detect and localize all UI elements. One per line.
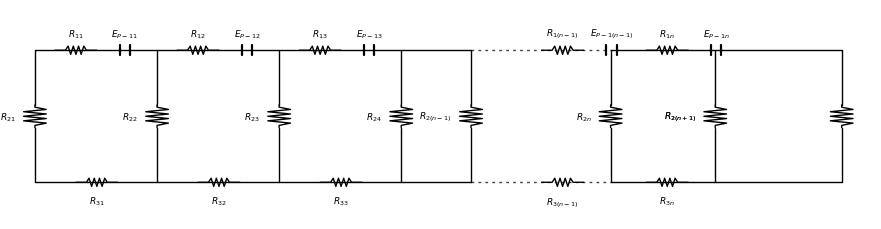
Text: $R_{3(n-1)}$: $R_{3(n-1)}$ <box>546 195 579 209</box>
Text: $R_{3n}$: $R_{3n}$ <box>659 195 675 207</box>
Text: $R_{1n}$: $R_{1n}$ <box>659 28 675 41</box>
Text: $R_{33}$: $R_{33}$ <box>333 195 349 207</box>
Text: $R_{24}$: $R_{24}$ <box>366 111 382 123</box>
Text: $R_{2(n-1)}$: $R_{2(n-1)}$ <box>419 110 452 124</box>
Text: $R_{23}$: $R_{23}$ <box>244 111 260 123</box>
Text: $E_{P-12}$: $E_{P-12}$ <box>233 28 260 41</box>
Text: $R_{31}$: $R_{31}$ <box>89 195 105 207</box>
Text: $R_{22}$: $R_{22}$ <box>122 111 137 123</box>
Text: $R_{11}$: $R_{11}$ <box>68 28 84 41</box>
Text: $R_{21}$: $R_{21}$ <box>0 111 16 123</box>
Text: $R_{12}$: $R_{12}$ <box>190 28 206 41</box>
Text: $R_{32}$: $R_{32}$ <box>211 195 226 207</box>
Text: $R_{1(n-1)}$: $R_{1(n-1)}$ <box>546 27 579 41</box>
Text: $R_{13}$: $R_{13}$ <box>312 28 328 41</box>
Text: $E_{P-13}$: $E_{P-13}$ <box>356 28 382 41</box>
Text: $E_{P-1(n-1)}$: $E_{P-1(n-1)}$ <box>589 27 633 41</box>
Text: $E_{P-1n}$: $E_{P-1n}$ <box>703 28 729 41</box>
Text: $E_{P-11}$: $E_{P-11}$ <box>111 28 138 41</box>
Text: $R_{2(n+1)}$: $R_{2(n+1)}$ <box>663 110 696 124</box>
Text: $R_{2(n+1)}$: $R_{2(n+1)}$ <box>663 110 696 124</box>
Text: $R_{2n}$: $R_{2n}$ <box>575 111 591 123</box>
